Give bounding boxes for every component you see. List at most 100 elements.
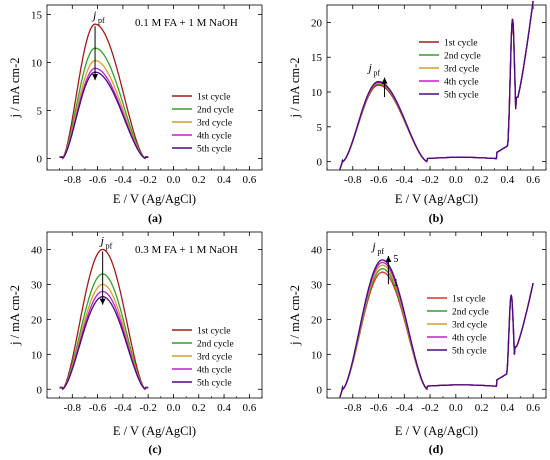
x-tick-label: -0.2	[139, 174, 156, 186]
x-tick-label: 0.4	[217, 174, 231, 186]
y-axis-label: j / mA cm-2	[8, 57, 22, 118]
x-axis-label: E / V (Ag/AgCl)	[113, 192, 196, 206]
x-tick-label: 0.0	[449, 402, 463, 414]
y-tick-label: 5	[37, 106, 43, 118]
legend-label: 2nd cycle	[197, 106, 234, 116]
legend-label: 2nd cycle	[444, 52, 481, 62]
arrow-label-bottom: 1	[393, 278, 398, 289]
legend-label: 4th cycle	[197, 132, 232, 142]
chart-panel-3: -0.8 -0.6 -0.4 -0.2 0.0 0.2 0.4 0.6 0 10 20 30 40 E /…	[8, 231, 263, 456]
legend: 1st cycle 2nd cycle 3rd cycle 4th cycle 5th …	[419, 39, 481, 101]
legend-label: 5th cycle	[452, 347, 487, 357]
series-line-2	[59, 47, 149, 160]
legend-label: 3rd cycle	[197, 119, 232, 129]
series-line-4	[339, 261, 534, 398]
y-tick-label: 10	[311, 87, 323, 99]
plot-frame	[46, 231, 263, 399]
legend-label: 5th cycle	[197, 379, 232, 389]
x-tick-label: -0.2	[421, 402, 438, 414]
peak-marker-subscript: pf	[98, 16, 105, 25]
x-tick-label: -0.8	[64, 174, 82, 186]
peak-marker-label: j	[99, 233, 105, 247]
legend-label: 4th cycle	[452, 334, 487, 344]
y-tick-label: 30	[31, 279, 43, 291]
y-tick-label: 20	[311, 17, 323, 29]
y-tick-label: 0	[37, 153, 43, 165]
x-tick-label: 0.0	[167, 174, 181, 186]
plot-frame	[326, 4, 547, 171]
x-tick-label: -0.4	[114, 402, 132, 414]
x-axis-label: E / V (Ag/AgCl)	[395, 424, 478, 438]
chart-panel-4: -0.8 -0.6 -0.4 -0.2 0.0 0.2 0.4 0.6 0 10 20 30 40 E /…	[288, 231, 547, 456]
annotation-text: 0.1 M FA + 1 M NaOH	[135, 17, 238, 29]
x-tick-label: -0.4	[396, 402, 414, 414]
y-tick-label: 40	[311, 244, 323, 256]
series-line-5	[339, 1, 534, 170]
x-tick-label: 0.0	[167, 402, 181, 414]
x-tick-label: -0.8	[64, 402, 82, 414]
series-line-1	[59, 248, 149, 391]
cycle-arrow-head	[99, 298, 106, 305]
y-axis-label: j / mA cm-2	[8, 285, 22, 346]
annotation-text: 0.3 M FA + 1 M NaOH	[135, 244, 238, 256]
x-tick-label: -0.4	[114, 174, 132, 186]
x-axis-label: E / V (Ag/AgCl)	[113, 424, 196, 438]
series-line-5	[59, 296, 149, 391]
legend-label: 1st cycle	[197, 93, 231, 103]
cycle-arrow-head	[385, 255, 392, 262]
panel-letter: (a)	[148, 211, 162, 225]
x-tick-label: 0.2	[192, 402, 206, 414]
legend-label: 1st cycle	[452, 295, 486, 305]
plot-frame	[326, 231, 547, 399]
arrow-label-top: 5	[393, 254, 398, 265]
series-line-5	[339, 259, 534, 398]
x-tick-label: 0.2	[475, 402, 489, 414]
cycle-arrow-head	[381, 77, 388, 84]
x-tick-label: -0.6	[89, 174, 107, 186]
panel-letter: (d)	[429, 442, 444, 456]
x-axis-label: E / V (Ag/AgCl)	[395, 192, 478, 206]
x-tick-label: -0.2	[421, 174, 438, 186]
x-tick-label: 0.6	[526, 402, 540, 414]
series-line-1	[59, 23, 149, 160]
y-tick-label: 0	[37, 384, 43, 396]
x-tick-label: 0.4	[500, 174, 514, 186]
peak-marker-subscript: pf	[106, 241, 113, 250]
x-tick-label: -0.8	[344, 402, 362, 414]
legend-label: 5th cycle	[444, 91, 479, 101]
y-tick-label: 40	[31, 244, 43, 256]
x-tick-label: 0.4	[217, 402, 231, 414]
plot-frame	[46, 4, 263, 171]
series-line-4	[59, 290, 149, 391]
y-tick-label: 30	[311, 279, 323, 291]
legend-label: 3rd cycle	[452, 321, 487, 331]
legend-label: 3rd cycle	[444, 65, 479, 75]
x-tick-label: 0.6	[526, 174, 540, 186]
y-axis-label: j / mA cm-2	[288, 57, 302, 118]
legend-label: 5th cycle	[197, 145, 232, 155]
peak-marker-subscript: pf	[374, 69, 381, 78]
legend-label: 4th cycle	[444, 78, 479, 88]
peak-marker-label: j	[370, 239, 376, 253]
x-tick-label: 0.6	[242, 174, 256, 186]
legend-label: 1st cycle	[197, 327, 231, 337]
y-axis-label: j / mA cm-2	[288, 285, 302, 346]
peak-marker-label: j	[367, 61, 373, 75]
legend: 1st cycle 2nd cycle 3rd cycle 4th cycle 5th …	[172, 93, 234, 155]
panel-letter: (c)	[148, 442, 161, 456]
legend: 1st cycle 2nd cycle 3rd cycle 4th cycle 5th …	[172, 327, 234, 389]
x-tick-label: -0.6	[370, 402, 388, 414]
y-tick-label: 0	[317, 157, 323, 169]
x-tick-label: 0.2	[475, 174, 489, 186]
x-tick-label: 0.0	[449, 174, 463, 186]
series-line-2	[339, 1, 534, 170]
series-line-4	[339, 1, 534, 170]
chart-panel-1: -0.8 -0.6 -0.4 -0.2 0.0 0.2 0.4 0.6 0 5 10 15 E / V …	[8, 4, 263, 225]
chart-panel-2: -0.8 -0.6 -0.4 -0.2 0.0 0.2 0.4 0.6 0 5 10 15 20 E / …	[288, 1, 547, 225]
y-tick-label: 10	[31, 58, 43, 70]
series-line-3	[339, 1, 534, 170]
peak-marker-label: j	[91, 8, 97, 22]
series-line-1	[339, 1, 534, 170]
x-tick-label: 0.6	[242, 402, 256, 414]
legend-label: 1st cycle	[444, 39, 478, 49]
